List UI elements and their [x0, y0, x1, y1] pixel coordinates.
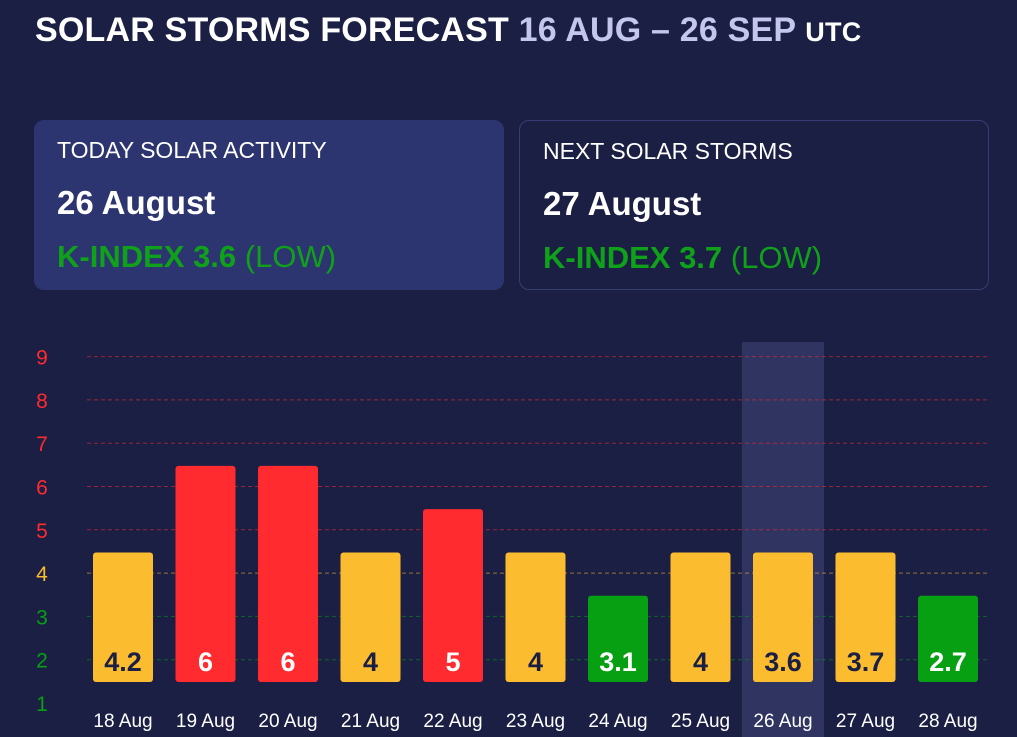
- bar-value-label: 6: [280, 647, 295, 677]
- bar-value-label: 5: [445, 647, 460, 677]
- bar-value-label: 3.6: [764, 647, 802, 677]
- today-activity-card: TODAY SOLAR ACTIVITY 26 August K-INDEX 3…: [34, 120, 504, 290]
- bar-value-label: 4: [528, 647, 543, 677]
- x-tick-label: 25 Aug: [671, 711, 730, 732]
- x-tick-label: 26 Aug: [753, 711, 812, 732]
- bar-value-label: 4: [693, 647, 708, 677]
- y-tick-label: 7: [36, 433, 48, 456]
- y-tick-label: 9: [36, 347, 48, 370]
- today-card-label: TODAY SOLAR ACTIVITY: [57, 137, 327, 163]
- bar: [258, 465, 318, 682]
- bar: [93, 552, 153, 682]
- today-kindex-level: (LOW): [244, 239, 337, 274]
- bar-value-label: 3.1: [599, 647, 637, 677]
- bar: [505, 552, 566, 682]
- bar-value-label: 2.7: [929, 647, 967, 677]
- x-tick-label: 27 Aug: [836, 711, 895, 732]
- x-tick-label: 24 Aug: [588, 711, 647, 732]
- today-kindex: K-INDEX 3.6 (LOW): [57, 238, 504, 276]
- x-tick-label: 18 Aug: [93, 711, 152, 732]
- page-title: SOLAR STORMS FORECAST 16 AUG – 26 SEP UT…: [35, 10, 861, 52]
- bar: [423, 509, 483, 682]
- x-tick-label: 21 Aug: [341, 711, 400, 732]
- x-tick-label: 28 Aug: [918, 711, 977, 732]
- x-tick-label: 20 Aug: [258, 711, 317, 732]
- x-tick-label: 22 Aug: [423, 711, 482, 732]
- bar: [835, 552, 896, 682]
- x-tick-label: 19 Aug: [176, 711, 235, 732]
- x-tick-label: 23 Aug: [506, 711, 565, 732]
- y-tick-label: 5: [36, 520, 48, 543]
- bar: [340, 552, 401, 682]
- y-tick-label: 6: [36, 477, 48, 500]
- bar: [918, 595, 978, 682]
- bar: [588, 595, 648, 682]
- bar-value-label: 4.2: [104, 647, 142, 677]
- next-card-date: 27 August: [543, 185, 702, 222]
- y-tick-label: 1: [36, 693, 48, 716]
- today-card-date: 26 August: [57, 184, 216, 221]
- next-kindex-value: K-INDEX 3.7: [543, 240, 723, 275]
- bar-value-label: 6: [198, 647, 213, 677]
- date-range: 16 AUG – 26 SEP: [518, 11, 796, 49]
- bar: [175, 465, 236, 682]
- title-text: SOLAR STORMS FORECAST: [35, 11, 509, 49]
- next-card-label: NEXT SOLAR STORMS: [543, 138, 793, 164]
- today-kindex-value: K-INDEX 3.6: [57, 239, 237, 274]
- y-tick-label: 8: [36, 390, 48, 413]
- bar-value-label: 4: [363, 647, 378, 677]
- y-tick-label: 4: [36, 563, 48, 586]
- bar: [670, 552, 731, 682]
- y-tick-label: 2: [36, 650, 48, 673]
- bar: [753, 552, 813, 682]
- bar-value-label: 3.7: [847, 647, 885, 677]
- next-kindex: K-INDEX 3.7 (LOW): [543, 239, 988, 277]
- y-tick-label: 3: [36, 606, 48, 629]
- timezone-label: UTC: [805, 17, 862, 47]
- next-storms-card: NEXT SOLAR STORMS 27 August K-INDEX 3.7 …: [519, 120, 989, 290]
- next-kindex-level: (LOW): [730, 240, 823, 275]
